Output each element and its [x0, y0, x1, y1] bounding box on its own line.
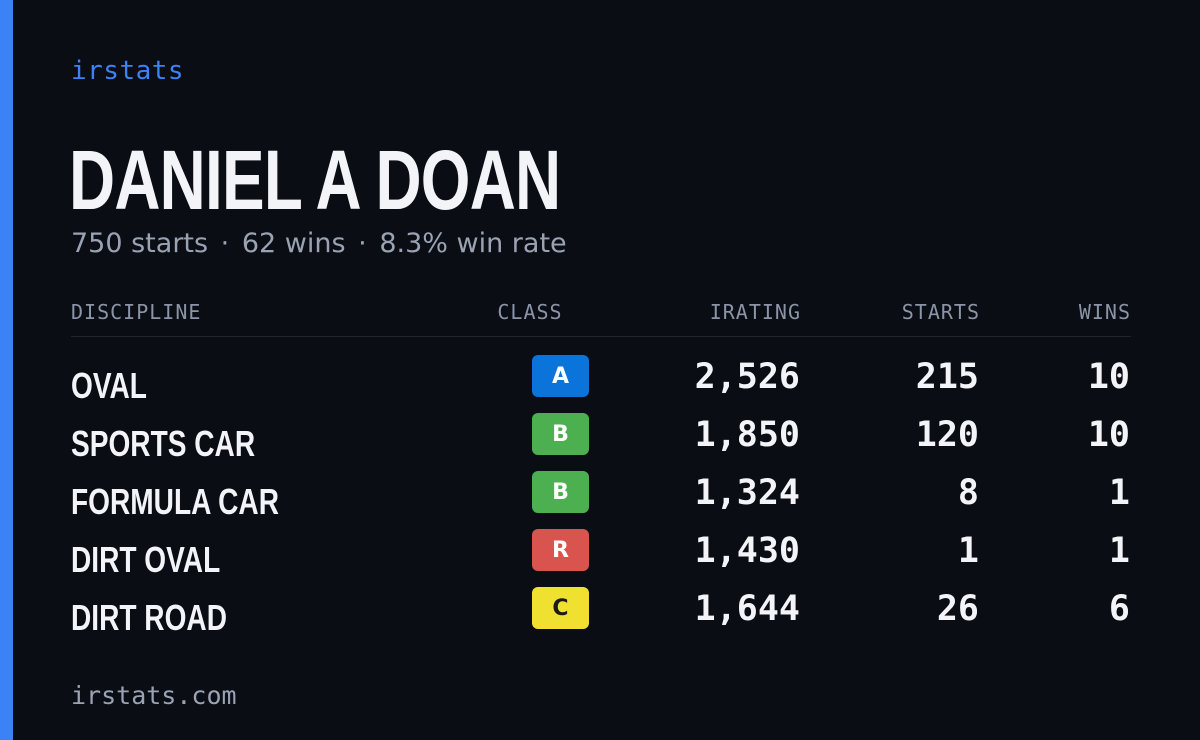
accent-bar [0, 0, 13, 740]
starts-value: 215 [915, 357, 979, 397]
irating-value: 1,324 [694, 473, 800, 513]
header-class: CLASS [497, 300, 563, 324]
wins-value: 1 [1108, 531, 1130, 571]
table-row: OVAL A 2,526 215 10 [71, 353, 1131, 411]
summary-win-rate: 8.3% win rate [379, 228, 567, 259]
stats-table: DISCIPLINE CLASS IRATING STARTS WINS OVA… [71, 298, 1131, 643]
starts-value: 8 [957, 473, 979, 513]
wins-value: 10 [1087, 415, 1130, 455]
driver-name: DANIEL A DOAN [69, 133, 561, 227]
starts-value: 120 [915, 415, 979, 455]
class-badge: R [532, 529, 589, 571]
starts-value: 26 [936, 589, 979, 629]
irating-value: 1,850 [694, 415, 800, 455]
header-discipline: DISCIPLINE [71, 300, 202, 324]
summary-wins: 62 wins [241, 228, 346, 259]
driver-summary: 750 starts · 62 wins · 8.3% win rate [71, 228, 567, 259]
discipline-label: DIRT OVAL [71, 539, 221, 580]
wins-value: 6 [1108, 589, 1130, 629]
wins-value: 10 [1087, 357, 1130, 397]
class-badge: A [532, 355, 589, 397]
table-body: OVAL A 2,526 215 10 SPORTS CAR B 1,850 1… [71, 353, 1131, 643]
summary-separator: · [358, 228, 367, 259]
table-header: DISCIPLINE CLASS IRATING STARTS WINS [71, 298, 1131, 337]
class-badge: B [532, 471, 589, 513]
irating-value: 2,526 [694, 357, 800, 397]
summary-separator: · [220, 228, 230, 259]
header-wins: WINS [1078, 300, 1131, 324]
irating-value: 1,644 [694, 589, 800, 629]
table-row: FORMULA CAR B 1,324 8 1 [71, 469, 1131, 527]
starts-value: 1 [957, 531, 979, 571]
table-row: DIRT OVAL R 1,430 1 1 [71, 527, 1131, 585]
discipline-label: DIRT ROAD [71, 597, 227, 638]
table-row: DIRT ROAD C 1,644 26 6 [71, 585, 1131, 643]
class-badge: C [532, 587, 589, 629]
table-row: SPORTS CAR B 1,850 120 10 [71, 411, 1131, 469]
brand-logo[interactable]: irstats [71, 56, 185, 86]
discipline-label: OVAL [71, 365, 147, 406]
summary-starts: 750 starts [71, 228, 209, 259]
header-irating: IRATING [709, 300, 801, 324]
discipline-label: SPORTS CAR [71, 423, 256, 464]
footer-url[interactable]: irstats.com [71, 681, 237, 710]
irating-value: 1,430 [694, 531, 800, 571]
header-starts: STARTS [901, 300, 980, 324]
wins-value: 1 [1108, 473, 1130, 513]
discipline-label: FORMULA CAR [71, 481, 279, 522]
class-badge: B [532, 413, 589, 455]
